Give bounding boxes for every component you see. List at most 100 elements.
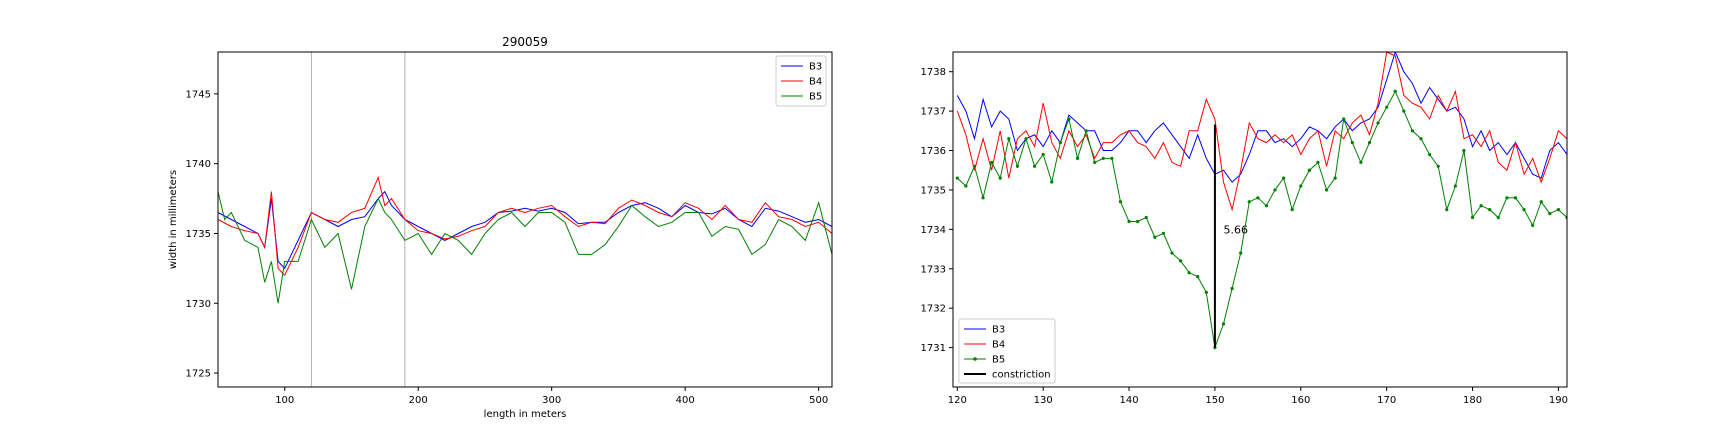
right-point-b5 (998, 176, 1002, 180)
right-x-tick-label: 180 (1463, 395, 1482, 406)
right-point-b5 (1436, 164, 1440, 168)
right-point-b5 (1479, 204, 1483, 208)
right-point-b5 (1324, 188, 1329, 192)
right-x-tick-label: 140 (1119, 395, 1138, 406)
right-point-b5 (1144, 215, 1148, 220)
right-legend-label-constriction: constriction (992, 370, 1051, 381)
right-legend: B3 B4 B5 constriction (958, 318, 1056, 384)
left-x-axis-label: length in meters (484, 409, 567, 420)
right-point-b5 (1084, 129, 1088, 133)
right-chart: 5.66 120 130 140 150 160 170 180 190 1731 1732 1733… (921, 51, 1568, 406)
left-y-axis-label: width in millimeters (168, 170, 179, 269)
left-plot-area (218, 176, 832, 304)
right-point-b5 (1127, 219, 1131, 224)
left-x-tick-label: 500 (809, 395, 828, 406)
left-x-tick-label: 200 (409, 395, 428, 406)
right-point-b5 (1488, 208, 1492, 212)
right-point-b5 (1178, 259, 1183, 263)
right-point-b5 (1015, 164, 1020, 168)
left-y-tick-label: 1725 (186, 369, 211, 380)
right-y-tick-label: 1732 (921, 304, 946, 315)
right-point-b5 (1316, 160, 1320, 164)
right-point-b5 (1204, 290, 1208, 295)
right-point-b5 (1170, 251, 1174, 255)
right-point-b5 (1385, 105, 1389, 109)
right-point-b5 (1101, 156, 1105, 161)
right-legend-label-b5: B5 (992, 355, 1005, 366)
right-series-b4 (956, 52, 1567, 212)
right-point-b5 (1256, 196, 1260, 200)
right-plot-area (955, 52, 1567, 350)
right-y-tick-label: 1737 (921, 107, 946, 118)
right-point-b5 (1007, 137, 1011, 141)
right-point-b5 (1453, 184, 1457, 188)
right-point-b5 (955, 176, 959, 180)
left-series-b4 (218, 176, 832, 277)
right-point-b5 (1118, 200, 1123, 204)
right-point-b5 (972, 164, 977, 168)
right-point-b5 (1505, 196, 1509, 200)
right-series-b5 (956, 90, 1567, 348)
right-axes-frame (952, 51, 1568, 388)
right-point-b5 (1273, 188, 1277, 192)
right-point-b5 (1196, 275, 1200, 279)
left-x-tick-label: 100 (275, 395, 294, 406)
right-point-b5 (1376, 121, 1380, 125)
right-series-b3 (956, 52, 1567, 183)
right-x-tick-label: 120 (948, 395, 967, 406)
right-point-b5 (1075, 156, 1080, 161)
left-legend: B3 B4 B5 (775, 55, 827, 107)
right-point-b5 (1024, 137, 1028, 141)
right-point-b5 (1050, 180, 1054, 184)
right-point-b5 (1556, 208, 1561, 212)
right-point-b5 (1496, 215, 1500, 220)
right-point-b5 (1367, 141, 1372, 145)
right-point-b5 (1299, 184, 1303, 188)
left-legend-label-b5: B5 (809, 92, 822, 103)
right-point-b5 (1359, 160, 1363, 164)
right-y-tick-label: 1733 (921, 264, 946, 275)
right-point-b5 (1445, 208, 1449, 212)
right-point-b5 (1247, 200, 1251, 204)
right-point-b5 (1419, 137, 1423, 141)
right-point-b5 (1230, 286, 1234, 291)
right-point-b5 (1333, 176, 1337, 180)
left-legend-label-b3: B3 (809, 62, 822, 73)
right-legend-label-b4: B4 (992, 340, 1005, 351)
right-point-b5 (1539, 200, 1543, 204)
right-legend-box (958, 318, 1056, 384)
right-point-b5 (1093, 160, 1097, 164)
left-chart-title: 290059 (502, 35, 548, 49)
right-point-b5 (1548, 211, 1552, 216)
left-legend-label-b4: B4 (809, 77, 822, 88)
right-point-b5 (1307, 168, 1311, 172)
right-point-b5 (1041, 152, 1045, 157)
right-x-tick-label: 170 (1377, 395, 1396, 406)
right-point-b5 (1531, 223, 1535, 228)
right-point-b5 (1342, 117, 1346, 121)
right-point-b5 (1058, 141, 1062, 145)
left-series-b3 (218, 190, 832, 270)
right-x-tick-label: 130 (1034, 395, 1053, 406)
right-point-b5 (1522, 208, 1526, 212)
right-point-b5 (1282, 176, 1286, 180)
right-point-b5 (1153, 235, 1157, 239)
right-legend-marker-b5 (973, 357, 977, 361)
left-y-tick-label: 1735 (186, 229, 211, 240)
right-point-b5 (1136, 219, 1140, 224)
left-chart: 290059 100 200 300 400 500 1725 1730 1735 1740 174… (168, 35, 833, 420)
right-point-b5 (1110, 156, 1114, 161)
right-point-b5 (1290, 208, 1294, 212)
right-point-b5 (1428, 152, 1432, 157)
right-point-b5 (990, 160, 994, 164)
left-x-tick-label: 400 (676, 395, 695, 406)
right-x-tick-label: 160 (1291, 395, 1310, 406)
right-point-b5 (1513, 196, 1518, 200)
left-axes-frame (217, 51, 833, 388)
right-point-b5 (1239, 251, 1243, 255)
right-point-b5 (1221, 322, 1226, 326)
right-point-b5 (964, 184, 968, 188)
right-annotation-label: 5.66 (1224, 223, 1249, 236)
right-point-b5 (1350, 141, 1354, 145)
left-series-b5 (218, 191, 832, 304)
